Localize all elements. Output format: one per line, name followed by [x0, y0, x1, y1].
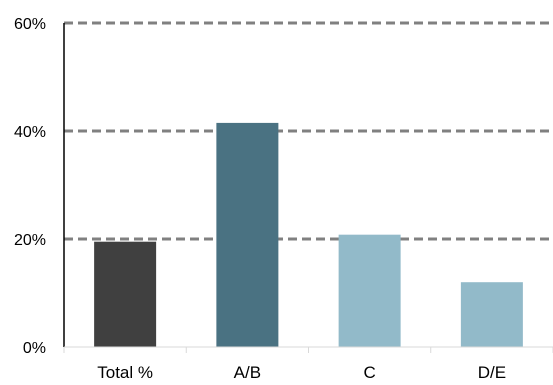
x-tick-label: A/B: [234, 363, 261, 382]
bar-total: [94, 241, 157, 347]
bars: [94, 122, 523, 348]
y-tick-label-40: 40%: [14, 124, 46, 141]
gridlines: [64, 21, 553, 241]
x-category-labels: Total % A/B C D/E: [97, 363, 506, 382]
x-tick-label: Total %: [97, 363, 153, 382]
x-tick-label: C: [363, 363, 375, 382]
bar-a-b: [216, 122, 279, 348]
x-tick-marks: [63, 347, 553, 353]
bar-d-e: [460, 282, 523, 347]
y-tick-labels: 0% 20% 40% 60%: [14, 16, 46, 357]
x-tick-label: D/E: [478, 363, 506, 382]
y-tick-label-60: 60%: [14, 16, 46, 33]
bar-c: [338, 234, 401, 347]
y-tick-label-20: 20%: [14, 232, 46, 249]
y-tick-label-0: 0%: [23, 340, 46, 357]
